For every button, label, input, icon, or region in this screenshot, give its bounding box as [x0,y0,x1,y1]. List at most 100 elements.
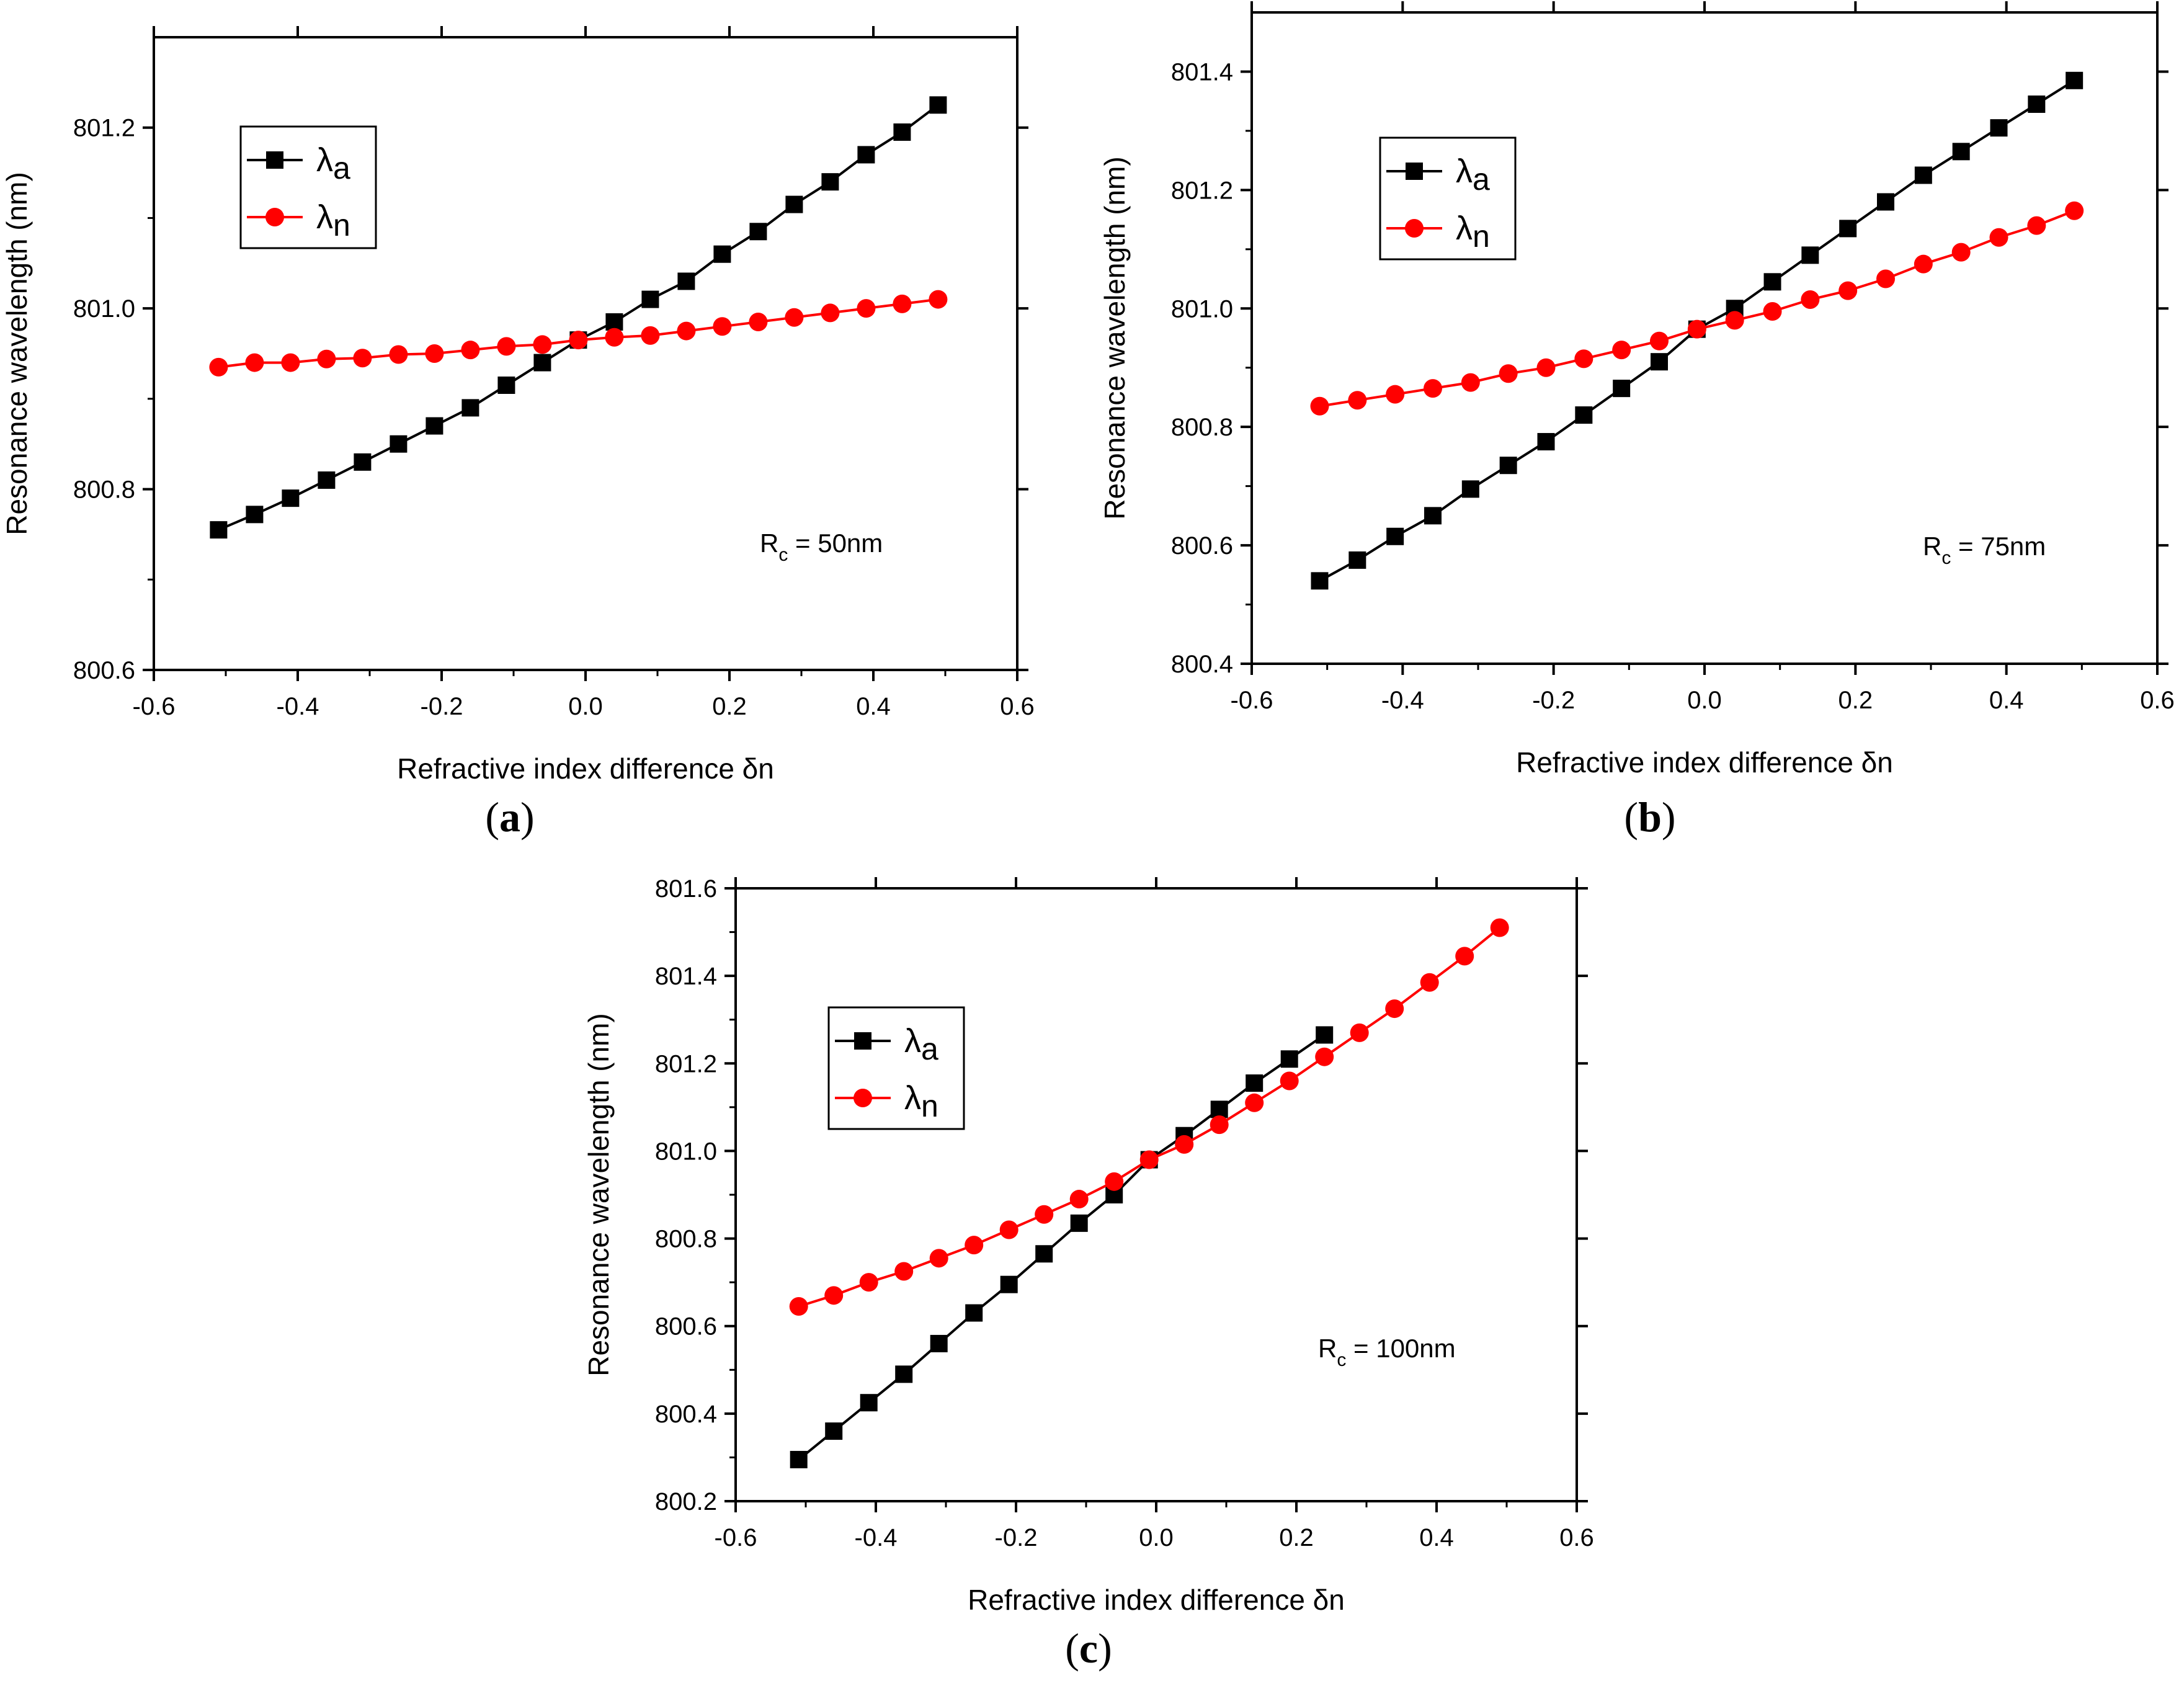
point-lambda-n [1536,358,1556,377]
y-tick-label: 800.4 [1171,651,1233,678]
point-lambda-a [790,1450,808,1468]
point-lambda-n [641,326,660,345]
point-lambda-n [1420,973,1439,992]
x-tick-label: -0.6 [715,1524,757,1551]
point-lambda-n [1490,918,1509,937]
point-lambda-n [1210,1115,1229,1135]
point-lambda-a [1386,527,1404,545]
point-lambda-n [785,308,804,327]
point-lambda-a [1801,246,1819,264]
x-tick-label: 0.4 [1989,687,2024,714]
legend-label-a: λa [316,141,350,185]
point-lambda-n [789,1296,808,1316]
point-lambda-a [965,1304,983,1322]
chart-panel-b: -0.6 -0.4 -0.2 0.0 0.2 0.4 0.6 800.4 800.6 800.8 8… [1099,1,2175,841]
point-lambda-n [821,303,840,323]
chart-panel-c: -0.6 -0.4 -0.2 0.0 0.2 0.4 0.6 800.2 800.4 800.6 8… [582,875,1594,1672]
legend-label-a: λa [1456,153,1490,197]
point-lambda-a [282,489,300,507]
x-tick-label: 0.0 [568,693,603,720]
x-tick-label: 0.4 [856,693,891,720]
point-lambda-n [1574,349,1593,368]
point-lambda-a [749,223,767,241]
legend-marker-a [1406,163,1423,180]
point-lambda-a [2028,95,2046,113]
y-tick-label: 801.4 [1171,58,1233,86]
point-lambda-a [1210,1100,1228,1118]
point-lambda-n [2027,216,2046,235]
point-lambda-a [1952,143,1970,161]
point-lambda-n [1105,1172,1124,1191]
point-lambda-a [930,1334,948,1352]
point-lambda-a [1499,457,1517,475]
point-lambda-n [893,294,912,313]
point-lambda-a [354,453,372,471]
y-tick-label: 801.6 [655,875,717,903]
point-lambda-a [929,96,947,114]
y-tick-label: 801.4 [655,963,717,990]
point-lambda-n [859,1273,878,1292]
panel-label: (c) [1065,1625,1112,1672]
point-lambda-n [713,317,732,336]
point-lambda-a [895,1365,913,1383]
point-lambda-n [824,1286,844,1305]
point-lambda-n [1350,1023,1369,1042]
point-lambda-n [281,353,300,372]
point-lambda-n [1280,1071,1299,1091]
point-lambda-a [1070,1214,1088,1232]
rc-annotation: Rc = 50nm [760,529,883,565]
point-lambda-a [2066,71,2084,89]
point-lambda-n [1914,254,1933,274]
point-lambda-n [533,335,552,354]
y-tick-label: 801.0 [73,295,135,323]
point-lambda-n [1876,269,1895,288]
y-tick-label: 800.8 [1171,414,1233,441]
point-lambda-n [245,353,264,372]
plot-frame [1250,11,2159,665]
point-lambda-a [210,521,228,539]
y-tick-label: 800.6 [73,657,135,684]
point-lambda-a [497,377,515,394]
y-tick-label: 801.2 [1171,177,1233,204]
legend-box [239,125,377,249]
point-lambda-n [1499,364,1518,383]
point-lambda-n [569,331,588,350]
x-tick-label: 0.6 [1559,1524,1594,1551]
x-tick-label: 0.2 [712,693,747,720]
point-lambda-n [317,349,336,368]
point-lambda-n [929,290,948,309]
x-tick-label: 0.6 [1000,693,1035,720]
legend: λa λn [239,125,377,249]
legend-marker-n [265,208,284,226]
point-lambda-a [893,123,911,141]
legend-marker-n [1405,219,1424,238]
x-tick-label: -0.2 [421,693,463,720]
y-tick-label: 801.0 [655,1138,717,1165]
point-lambda-n [1839,281,1858,300]
point-lambda-a [390,435,408,453]
point-lambda-n [1069,1190,1089,1209]
point-lambda-a [1348,551,1366,569]
legend: λa λn [1379,136,1517,261]
point-lambda-n [1801,290,1820,309]
legend-box [827,1006,965,1130]
x-tick-label: 0.6 [2140,687,2175,714]
y-tick-label: 800.6 [655,1313,717,1341]
point-lambda-n [1455,947,1474,966]
x-axis-label: Refractive index difference δn [968,1584,1345,1616]
point-lambda-a [1424,507,1442,525]
point-lambda-n [1310,396,1329,416]
point-lambda-n [1461,373,1480,392]
x-tick-label: -0.4 [277,693,319,720]
y-tick-label: 801.2 [73,115,135,142]
point-lambda-a [461,399,479,417]
point-lambda-n [1650,331,1669,350]
point-lambda-a [1990,119,2008,137]
legend-label-n: λn [1456,210,1490,254]
series-line-a [798,1033,1326,1461]
y-axis-label: Resonance wavelength (nm) [582,1013,615,1376]
y-tick-label: 801.2 [655,1050,717,1078]
y-axis-label: Resonance wavelength (nm) [1099,156,1131,520]
legend-marker-n [854,1089,872,1107]
